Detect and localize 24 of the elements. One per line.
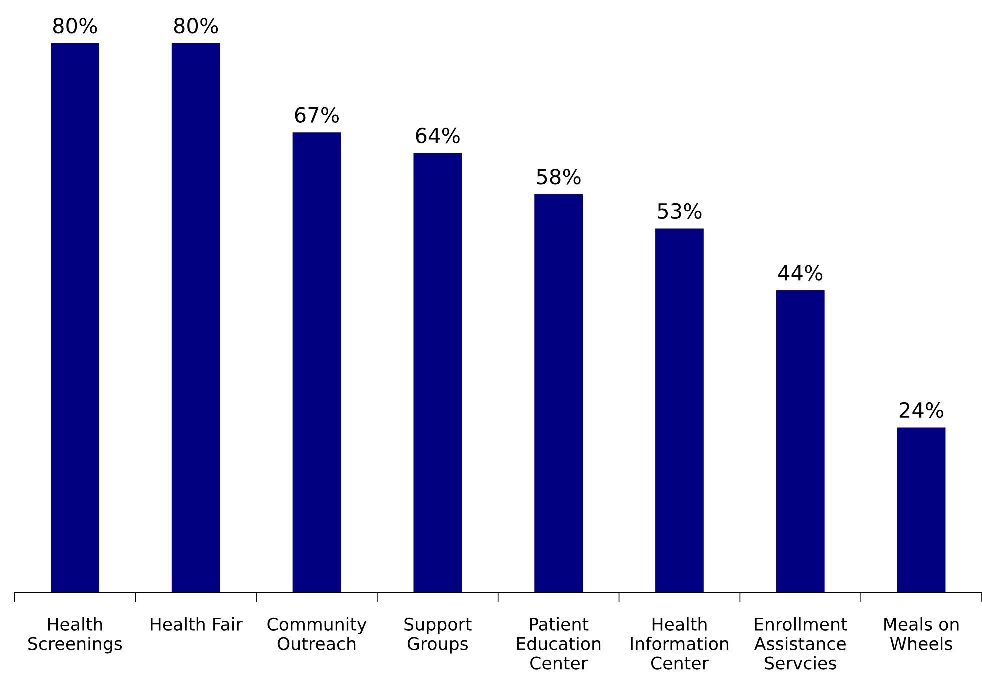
x-tick-label: Meals on Wheels	[884, 618, 959, 650]
x-tick-label: Health Screenings	[28, 618, 122, 654]
bar	[776, 290, 825, 593]
x-tick-label: Community Outreach	[268, 618, 367, 650]
data-label: 80%	[53, 18, 98, 34]
data-label: 67%	[295, 107, 340, 123]
bar	[51, 43, 100, 593]
data-label: 24%	[900, 402, 944, 418]
data-label: 80%	[174, 18, 218, 34]
bar	[656, 228, 704, 593]
data-label: 44%	[778, 265, 823, 281]
x-tick-label: Patient Education Center	[517, 618, 601, 670]
x-tick-label: Enrollment Assistance Servcies	[754, 618, 848, 670]
bar	[534, 194, 583, 593]
bar	[414, 153, 462, 593]
bar	[172, 43, 220, 593]
bar	[292, 132, 342, 593]
x-tick-label: Health Fair	[151, 618, 243, 631]
bar	[897, 428, 946, 593]
x-tick-label: Support Groups	[404, 618, 472, 654]
data-label: 53%	[658, 203, 702, 220]
data-label: 64%	[416, 128, 460, 144]
x-tick-label: Health Information Center	[631, 618, 729, 670]
data-label: 58%	[537, 169, 581, 185]
